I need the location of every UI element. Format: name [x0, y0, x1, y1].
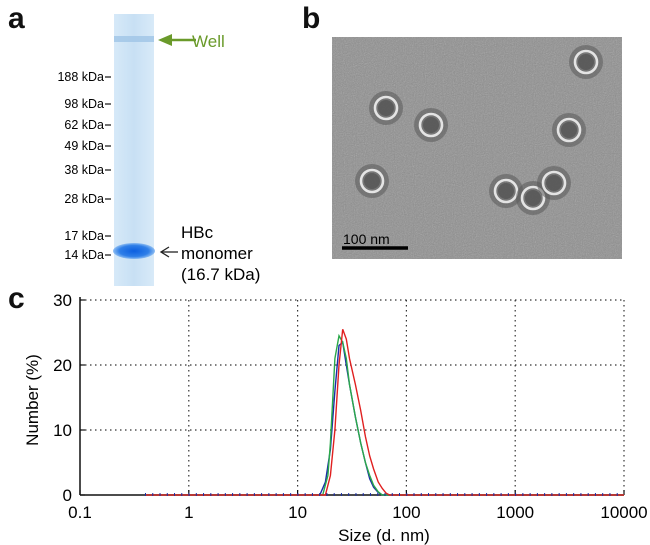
vlp-core — [578, 54, 594, 70]
x-tick-label: 10000 — [600, 503, 647, 522]
vlp-core — [561, 122, 577, 138]
gel-lane — [114, 14, 154, 286]
vlp-particle — [520, 185, 546, 211]
marker-label: 188 kDa — [57, 70, 104, 84]
vlp-core — [498, 183, 514, 199]
tem-noise-texture — [332, 37, 622, 259]
molecular-weight-markers: 188 kDa 98 kDa 62 kDa 49 kDa 38 kDa 28 kDa 17 … — [57, 70, 111, 262]
size-bin-markers — [145, 493, 618, 496]
scale-bar-label: 100 nm — [343, 231, 390, 247]
marker-label: 49 kDa — [64, 139, 104, 153]
band-label-line-2: monomer — [181, 244, 253, 263]
vlp-particle — [541, 170, 567, 196]
vlp-particles — [355, 45, 603, 215]
panel-letter-a: a — [8, 2, 25, 35]
vlp-particle — [493, 178, 519, 204]
series-line-1 — [145, 340, 624, 496]
y-tick-label: 0 — [63, 486, 72, 505]
dls-chart: 0.1 1 10 100 1000 10000 0 10 20 30 Size (d. nm) N… — [23, 291, 648, 545]
x-tick-label: 100 — [392, 503, 420, 522]
y-tick-label: 30 — [53, 291, 72, 310]
x-tick-label: 1000 — [496, 503, 534, 522]
vlp-core — [378, 100, 394, 116]
marker-label: 28 kDa — [64, 192, 104, 206]
chart-series — [145, 329, 624, 496]
marker-label: 17 kDa — [64, 229, 104, 243]
band-annotation: HBc monomer (16.7 kDa) — [159, 223, 260, 284]
vlp-particle — [573, 49, 599, 75]
chart-y-axis-label: Number (%) — [23, 354, 42, 446]
vlp-core — [364, 173, 380, 189]
gel-well-band — [114, 36, 154, 42]
x-tick-label: 1 — [184, 503, 193, 522]
vlp-particle — [418, 112, 444, 138]
chart-x-axis-label: Size (d. nm) — [338, 526, 430, 545]
y-tick-label: 20 — [53, 356, 72, 375]
marker-label: 14 kDa — [64, 248, 104, 262]
vlp-particle — [373, 95, 399, 121]
well-label: Well — [192, 32, 225, 51]
marker-label: 98 kDa — [64, 97, 104, 111]
x-tick-label: 0.1 — [68, 503, 92, 522]
well-arrow-icon — [158, 34, 172, 46]
vlp-core — [525, 190, 541, 206]
series-line-3 — [145, 329, 624, 496]
vlp-core — [423, 117, 439, 133]
chart-tick-labels: 0.1 1 10 100 1000 10000 0 10 20 30 — [53, 291, 648, 522]
marker-label: 38 kDa — [64, 163, 104, 177]
band-label-line-3: (16.7 kDa) — [181, 265, 260, 284]
vlp-particle — [359, 168, 385, 194]
x-tick-label: 10 — [288, 503, 307, 522]
band-arrow-icon — [159, 246, 170, 258]
y-tick-label: 10 — [53, 421, 72, 440]
vlp-particle — [556, 117, 582, 143]
chart-grid — [80, 299, 625, 495]
panel-letter-c: c — [8, 282, 25, 315]
series-line-2 — [145, 333, 624, 496]
panel-letter-b: b — [302, 2, 321, 35]
gel-panel: Well 188 kDa 98 kDa 62 kDa 49 kDa 38 kDa 28 k… — [57, 14, 260, 286]
band-label-line-1: HBc — [181, 223, 214, 242]
tem-micrograph: 100 nm — [332, 37, 622, 259]
well-annotation: Well — [158, 32, 225, 51]
vlp-core — [546, 175, 562, 191]
marker-label: 62 kDa — [64, 118, 104, 132]
gel-protein-band — [113, 243, 155, 259]
